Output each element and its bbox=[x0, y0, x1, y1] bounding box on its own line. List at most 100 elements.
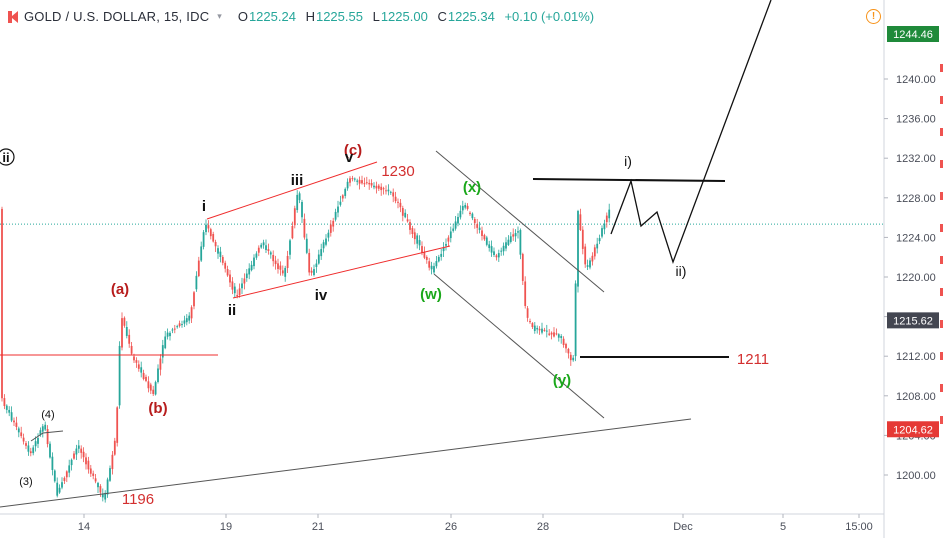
candle-body bbox=[221, 256, 224, 263]
candle-body bbox=[178, 323, 181, 327]
candle-body bbox=[65, 471, 68, 478]
candle-body bbox=[56, 482, 59, 496]
price-tag-1204.62 bbox=[887, 421, 939, 438]
candle-body bbox=[29, 451, 32, 454]
candle-body bbox=[507, 239, 510, 245]
level-label-1230: 1230 bbox=[381, 163, 414, 180]
candle-body bbox=[236, 294, 239, 297]
candle-body bbox=[209, 229, 212, 237]
candle-body bbox=[17, 428, 20, 433]
candle-body bbox=[394, 196, 397, 202]
symbol-title[interactable]: GOLD / U.S. DOLLAR, 15, IDC bbox=[24, 9, 210, 24]
candle-body bbox=[406, 219, 409, 222]
candle-body bbox=[183, 320, 186, 324]
candle-body bbox=[116, 407, 119, 443]
wave-label-x-11: (x) bbox=[463, 179, 481, 196]
candle-body bbox=[82, 451, 85, 458]
candle-body bbox=[478, 227, 481, 231]
candle-body bbox=[274, 260, 277, 265]
candle-body bbox=[58, 487, 61, 493]
alert-icon[interactable]: ! bbox=[866, 9, 881, 24]
candle-body bbox=[99, 486, 102, 493]
candle-body bbox=[603, 223, 606, 230]
candle-body bbox=[61, 482, 63, 488]
candle-body bbox=[152, 389, 155, 394]
axis-marker bbox=[940, 192, 943, 200]
level-label-1211: 1211 bbox=[737, 351, 769, 368]
candle-body bbox=[164, 336, 167, 349]
candle-body bbox=[550, 332, 553, 335]
candle-body bbox=[145, 376, 147, 381]
candle-body bbox=[574, 283, 577, 357]
candle-body bbox=[601, 228, 603, 237]
candle-body bbox=[581, 229, 584, 249]
candle-body bbox=[130, 345, 133, 354]
chevron-down-icon[interactable]: ▾ bbox=[217, 11, 222, 21]
candle-body bbox=[512, 234, 515, 237]
candle-body bbox=[361, 180, 363, 184]
candle-body bbox=[577, 211, 579, 287]
axis-marker bbox=[940, 320, 943, 328]
candle-body bbox=[140, 367, 143, 373]
candle-body bbox=[13, 420, 15, 423]
candle-body bbox=[401, 207, 404, 216]
candle-body bbox=[205, 224, 207, 233]
candle-body bbox=[421, 246, 423, 253]
candle-body bbox=[370, 183, 373, 186]
candle-body bbox=[185, 318, 188, 323]
wave-label-3-2: (3) bbox=[19, 476, 32, 488]
candle-body bbox=[572, 357, 575, 361]
candle-body bbox=[334, 211, 337, 220]
candle-body bbox=[229, 274, 231, 283]
candle-body bbox=[73, 453, 75, 459]
candle-body bbox=[433, 266, 435, 273]
candle-body bbox=[123, 317, 126, 326]
candle-body bbox=[505, 242, 507, 249]
candle-body bbox=[488, 244, 491, 249]
candle-body bbox=[593, 247, 596, 257]
wave-label-circle bbox=[0, 148, 15, 166]
candle-body bbox=[125, 326, 128, 336]
candle-body bbox=[425, 257, 428, 260]
candle-body bbox=[166, 332, 169, 337]
candle-body bbox=[404, 212, 407, 218]
candle-body bbox=[557, 334, 560, 338]
candle-body bbox=[483, 235, 486, 240]
price-tag-1244.46 bbox=[887, 26, 939, 42]
candle-body bbox=[128, 334, 131, 344]
candle-body bbox=[87, 460, 90, 470]
candle-body bbox=[32, 447, 35, 454]
candle-body bbox=[173, 328, 176, 330]
candle-body bbox=[63, 477, 66, 482]
candle-body bbox=[428, 261, 431, 268]
wave-label-iii-8: iii bbox=[291, 172, 304, 189]
candle-body bbox=[500, 250, 503, 252]
candle-body bbox=[241, 283, 243, 289]
candle-body bbox=[85, 457, 87, 465]
candle-body bbox=[363, 183, 366, 185]
candle-body bbox=[365, 182, 368, 184]
candle-body bbox=[135, 360, 138, 363]
candle-body bbox=[555, 333, 558, 335]
candle-body bbox=[202, 232, 205, 247]
candle-body bbox=[27, 445, 30, 452]
candle-body bbox=[25, 443, 27, 446]
close-label: C bbox=[437, 9, 447, 24]
candle-body bbox=[569, 354, 572, 361]
candle-body bbox=[272, 254, 275, 262]
candle-body bbox=[493, 251, 495, 255]
candle-body bbox=[238, 288, 241, 295]
candle-body bbox=[411, 228, 414, 235]
candle-body bbox=[397, 201, 399, 203]
candle-body bbox=[353, 178, 356, 180]
wave-label-y-13: (y) bbox=[553, 372, 571, 389]
long-term-trendline bbox=[0, 418, 692, 508]
candle-body bbox=[231, 281, 234, 290]
wave-label-ii-15: ii) bbox=[676, 263, 687, 279]
candle-body bbox=[169, 332, 171, 337]
candle-body bbox=[490, 246, 493, 253]
candle-body bbox=[341, 195, 344, 199]
candle-body bbox=[543, 329, 546, 331]
